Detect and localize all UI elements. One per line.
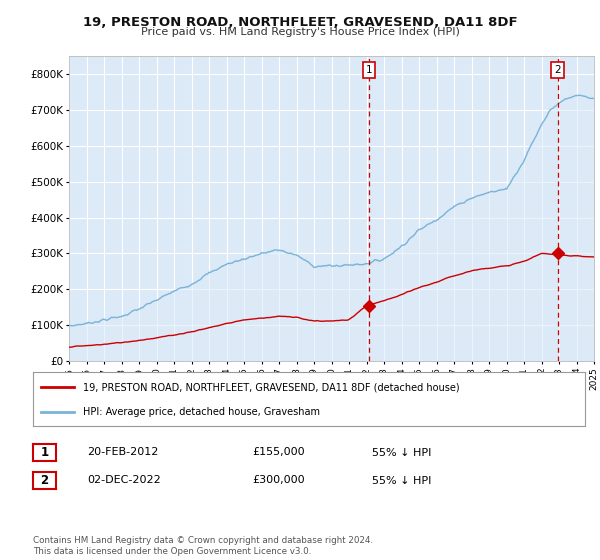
Text: 19, PRESTON ROAD, NORTHFLEET, GRAVESEND, DA11 8DF (detached house): 19, PRESTON ROAD, NORTHFLEET, GRAVESEND,… [83, 382, 460, 393]
Text: HPI: Average price, detached house, Gravesham: HPI: Average price, detached house, Grav… [83, 407, 320, 417]
Text: 20-FEB-2012: 20-FEB-2012 [87, 447, 158, 458]
Text: 55% ↓ HPI: 55% ↓ HPI [372, 475, 431, 486]
Text: 2: 2 [554, 65, 561, 74]
Text: Contains HM Land Registry data © Crown copyright and database right 2024.
This d: Contains HM Land Registry data © Crown c… [33, 536, 373, 556]
Text: 2: 2 [40, 474, 49, 487]
Text: 02-DEC-2022: 02-DEC-2022 [87, 475, 161, 486]
Text: £155,000: £155,000 [252, 447, 305, 458]
Text: Price paid vs. HM Land Registry's House Price Index (HPI): Price paid vs. HM Land Registry's House … [140, 27, 460, 37]
Text: 1: 1 [40, 446, 49, 459]
Text: £300,000: £300,000 [252, 475, 305, 486]
Text: 55% ↓ HPI: 55% ↓ HPI [372, 447, 431, 458]
Text: 19, PRESTON ROAD, NORTHFLEET, GRAVESEND, DA11 8DF: 19, PRESTON ROAD, NORTHFLEET, GRAVESEND,… [83, 16, 517, 29]
Text: 1: 1 [365, 65, 372, 74]
